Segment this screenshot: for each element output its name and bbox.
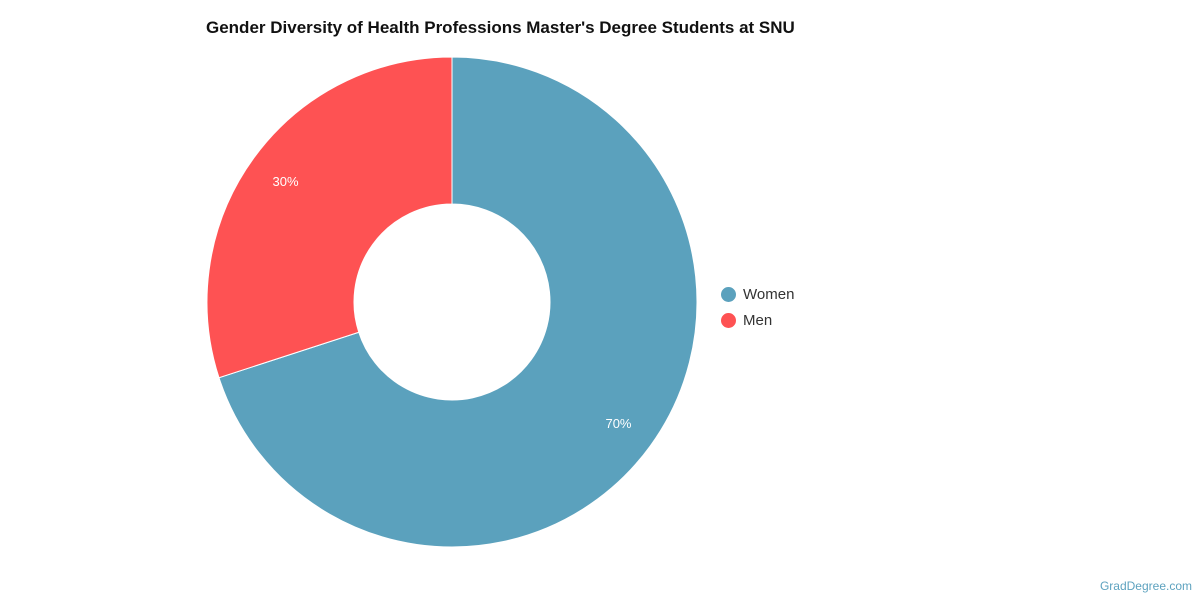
legend-marker-women	[721, 286, 736, 302]
slice-women[interactable]	[218, 56, 698, 548]
legend: Women Men	[721, 281, 794, 333]
data-label-women: 70%	[605, 416, 631, 431]
watermark-link[interactable]: GradDegree.com	[1099, 579, 1192, 593]
legend-item-women[interactable]: Women	[721, 281, 794, 307]
data-label-men: 30%	[272, 174, 298, 189]
chart-title: Gender Diversity of Health Professions M…	[206, 18, 795, 37]
legend-label-women: Women	[743, 285, 795, 303]
legend-item-men[interactable]: Men	[721, 307, 794, 333]
legend-marker-men	[721, 312, 736, 328]
slice-men[interactable]	[206, 56, 453, 379]
legend-label-men: Men	[743, 311, 773, 329]
